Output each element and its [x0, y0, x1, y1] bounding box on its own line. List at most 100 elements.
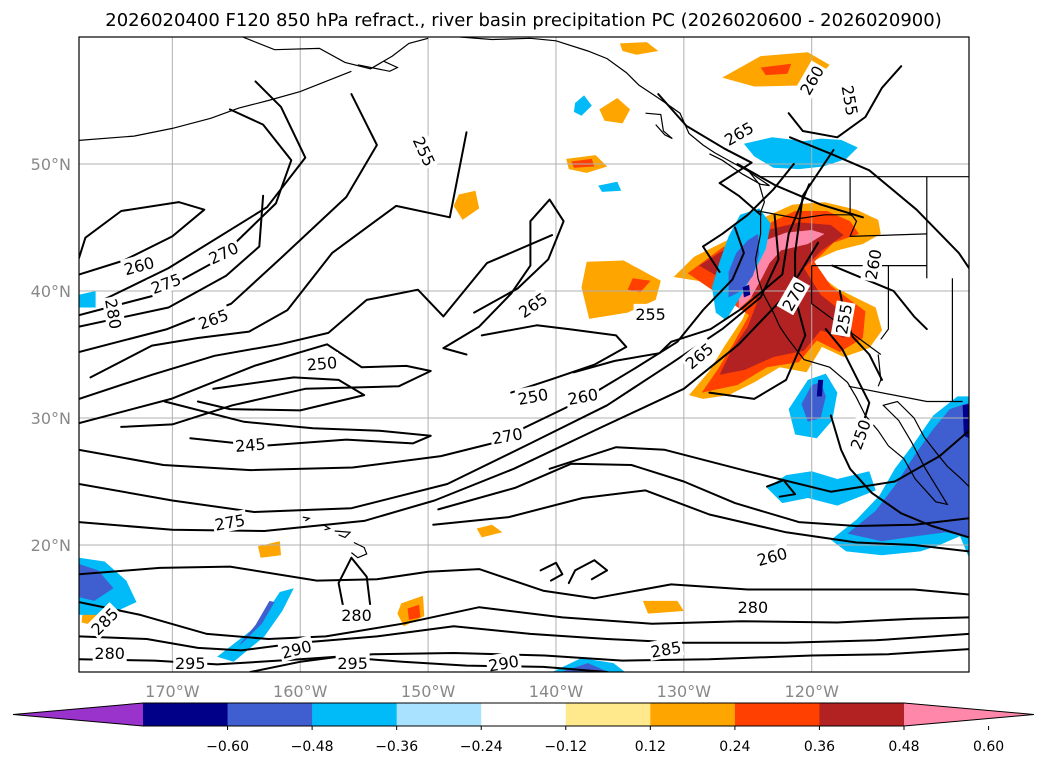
colorbar-cell [481, 703, 567, 726]
contour-line [708, 149, 835, 400]
coastline [351, 541, 368, 559]
longitude-tick-labels: 170°W 160°W 150°W 140°W 130°W 120°W [145, 682, 839, 701]
coastline [709, 153, 770, 187]
colorbar-cell [396, 703, 482, 726]
colorbar-cell [312, 703, 398, 726]
contour-line [79, 565, 969, 600]
contour-line [572, 183, 811, 374]
contour-label-background [679, 337, 718, 374]
contour-label: 280 [738, 598, 769, 617]
shading-region-neg_048 [962, 404, 969, 439]
shading-region-pos_036 [407, 604, 421, 620]
colorbar-cell [227, 703, 313, 726]
lat-tick-label: 40°N [31, 282, 71, 301]
contour-label-background [514, 383, 552, 409]
colorbar-tick-label: 0.60 [973, 739, 1004, 755]
contour-label-background [564, 383, 602, 409]
contour-line [163, 400, 432, 447]
contour-line [79, 108, 293, 317]
colorbar-cell [819, 703, 905, 726]
contour-line [824, 328, 871, 426]
contour-label-background [485, 650, 522, 672]
lon-tick-label: 150°W [401, 682, 456, 701]
contour-line [102, 80, 307, 301]
shading-region-pos_036 [627, 278, 651, 293]
colorbar-cell [143, 703, 229, 726]
coastline [877, 354, 882, 387]
contour-label-background [146, 268, 186, 298]
contour-line [79, 93, 378, 353]
contour-label-background [488, 422, 526, 448]
coastline [848, 385, 963, 403]
coastline [79, 70, 352, 141]
contour-label: 245 [234, 434, 266, 456]
lon-tick-label: 130°W [657, 682, 712, 701]
shading-region-neg_024 [743, 137, 858, 170]
coastline [334, 530, 352, 539]
contour-label: 255 [635, 305, 666, 324]
coastline [302, 516, 311, 522]
lon-tick-label: 120°W [785, 682, 840, 701]
contour-line [831, 264, 928, 331]
contour-line [89, 131, 468, 379]
colorbar-tick-label: −0.24 [460, 739, 503, 755]
contour-label-background [513, 287, 553, 323]
coastline [811, 265, 882, 355]
lat-tick-label: 30°N [31, 409, 71, 428]
contour-line [736, 163, 864, 219]
contour-line [539, 561, 564, 582]
contour-label: 280 [94, 644, 125, 663]
contour-label-background [277, 635, 316, 663]
shading-region-pos_024 [453, 190, 480, 220]
colorbar-extend-low [13, 703, 143, 726]
colorbar-tick-label: 0.48 [888, 739, 919, 755]
colorbar-cell [565, 703, 651, 726]
shading-region-neg_024 [573, 95, 592, 116]
colorbar [12, 702, 1035, 727]
coastline [757, 210, 852, 220]
contour-label: 295 [175, 654, 206, 673]
shading-region-neg_036 [238, 600, 275, 646]
coastline [645, 112, 673, 140]
contour-line [442, 198, 565, 356]
contour-label-background [776, 276, 811, 316]
contour-label: 290 [487, 652, 520, 676]
coastlines [79, 37, 969, 559]
contour-label-background [92, 642, 127, 662]
lon-tick-label: 140°W [529, 682, 584, 701]
colorbar-tick-label: 0.24 [719, 739, 750, 755]
contour-line [789, 136, 969, 270]
colorbar-cell [650, 703, 736, 726]
colorbar-tick-label: 0.12 [635, 739, 666, 755]
coastline [849, 176, 927, 238]
colorbar-tick-label: −0.12 [544, 739, 587, 755]
contour-label-background [647, 636, 685, 661]
colorbar-outline [12, 702, 1035, 727]
contour-label-background [339, 604, 374, 624]
lat-tick-label: 50°N [31, 155, 71, 174]
colorbar-tick-label: −0.60 [206, 739, 249, 755]
contour-line [829, 414, 969, 539]
contour-label-background [830, 300, 856, 338]
contour-line [249, 655, 609, 672]
colorbar-tick-label: −0.48 [291, 739, 334, 755]
shading-region-neg_024 [217, 588, 294, 662]
contour-label-background [719, 116, 759, 150]
contour-label: 295 [337, 654, 368, 673]
shading-region-pos_036 [760, 63, 792, 76]
contour-line [548, 429, 969, 493]
contour-label-background [203, 236, 243, 269]
colorbar-tick-label: −0.36 [375, 739, 418, 755]
lon-tick-label: 160°W [273, 682, 328, 701]
contour-label-background [408, 131, 441, 171]
contour-line [437, 462, 969, 527]
contour-label-background [794, 60, 829, 100]
contour-line [787, 65, 903, 139]
contour-label-background [633, 303, 668, 323]
shading-region-neg_024 [79, 291, 96, 308]
shading-region-pos_036 [571, 158, 595, 168]
shading-region-pos_024 [599, 98, 631, 124]
